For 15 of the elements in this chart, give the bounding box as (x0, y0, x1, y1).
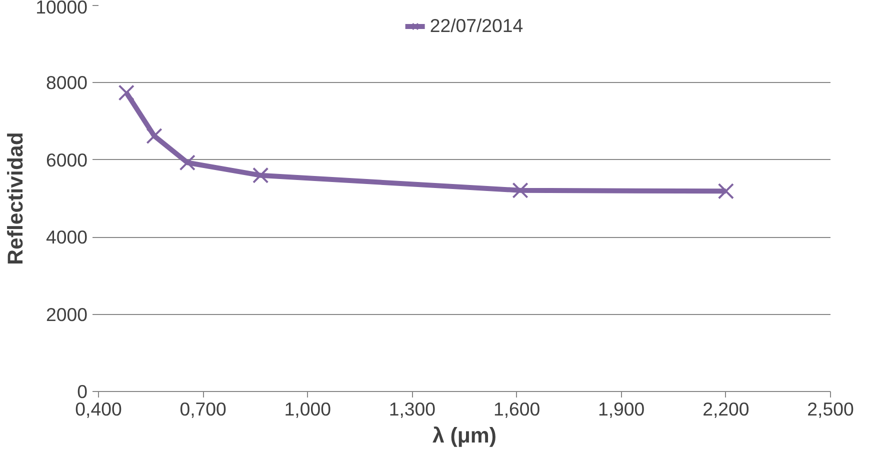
y-tick-label: 6000 (46, 149, 88, 170)
x-tick-label: 0,700 (180, 398, 226, 420)
x-tick-label: 1,300 (388, 398, 436, 420)
y-tick-label: 10000 (36, 0, 88, 18)
x-tick-label: 1,900 (598, 398, 645, 420)
x-axis-title: λ (μm) (432, 424, 497, 448)
x-tick-label: 1,600 (493, 398, 540, 420)
legend-label: 22/07/2014 (430, 15, 524, 37)
y-tick-label: 8000 (46, 72, 88, 94)
x-tick-label: 1,000 (284, 398, 331, 420)
y-axis-title: Reflectividad (4, 132, 28, 265)
y-tick-label: 4000 (46, 226, 88, 248)
x-tick-label: 2,500 (807, 398, 854, 420)
x-tick-label: 2,200 (702, 398, 750, 420)
y-tick-label: 2000 (46, 304, 88, 325)
